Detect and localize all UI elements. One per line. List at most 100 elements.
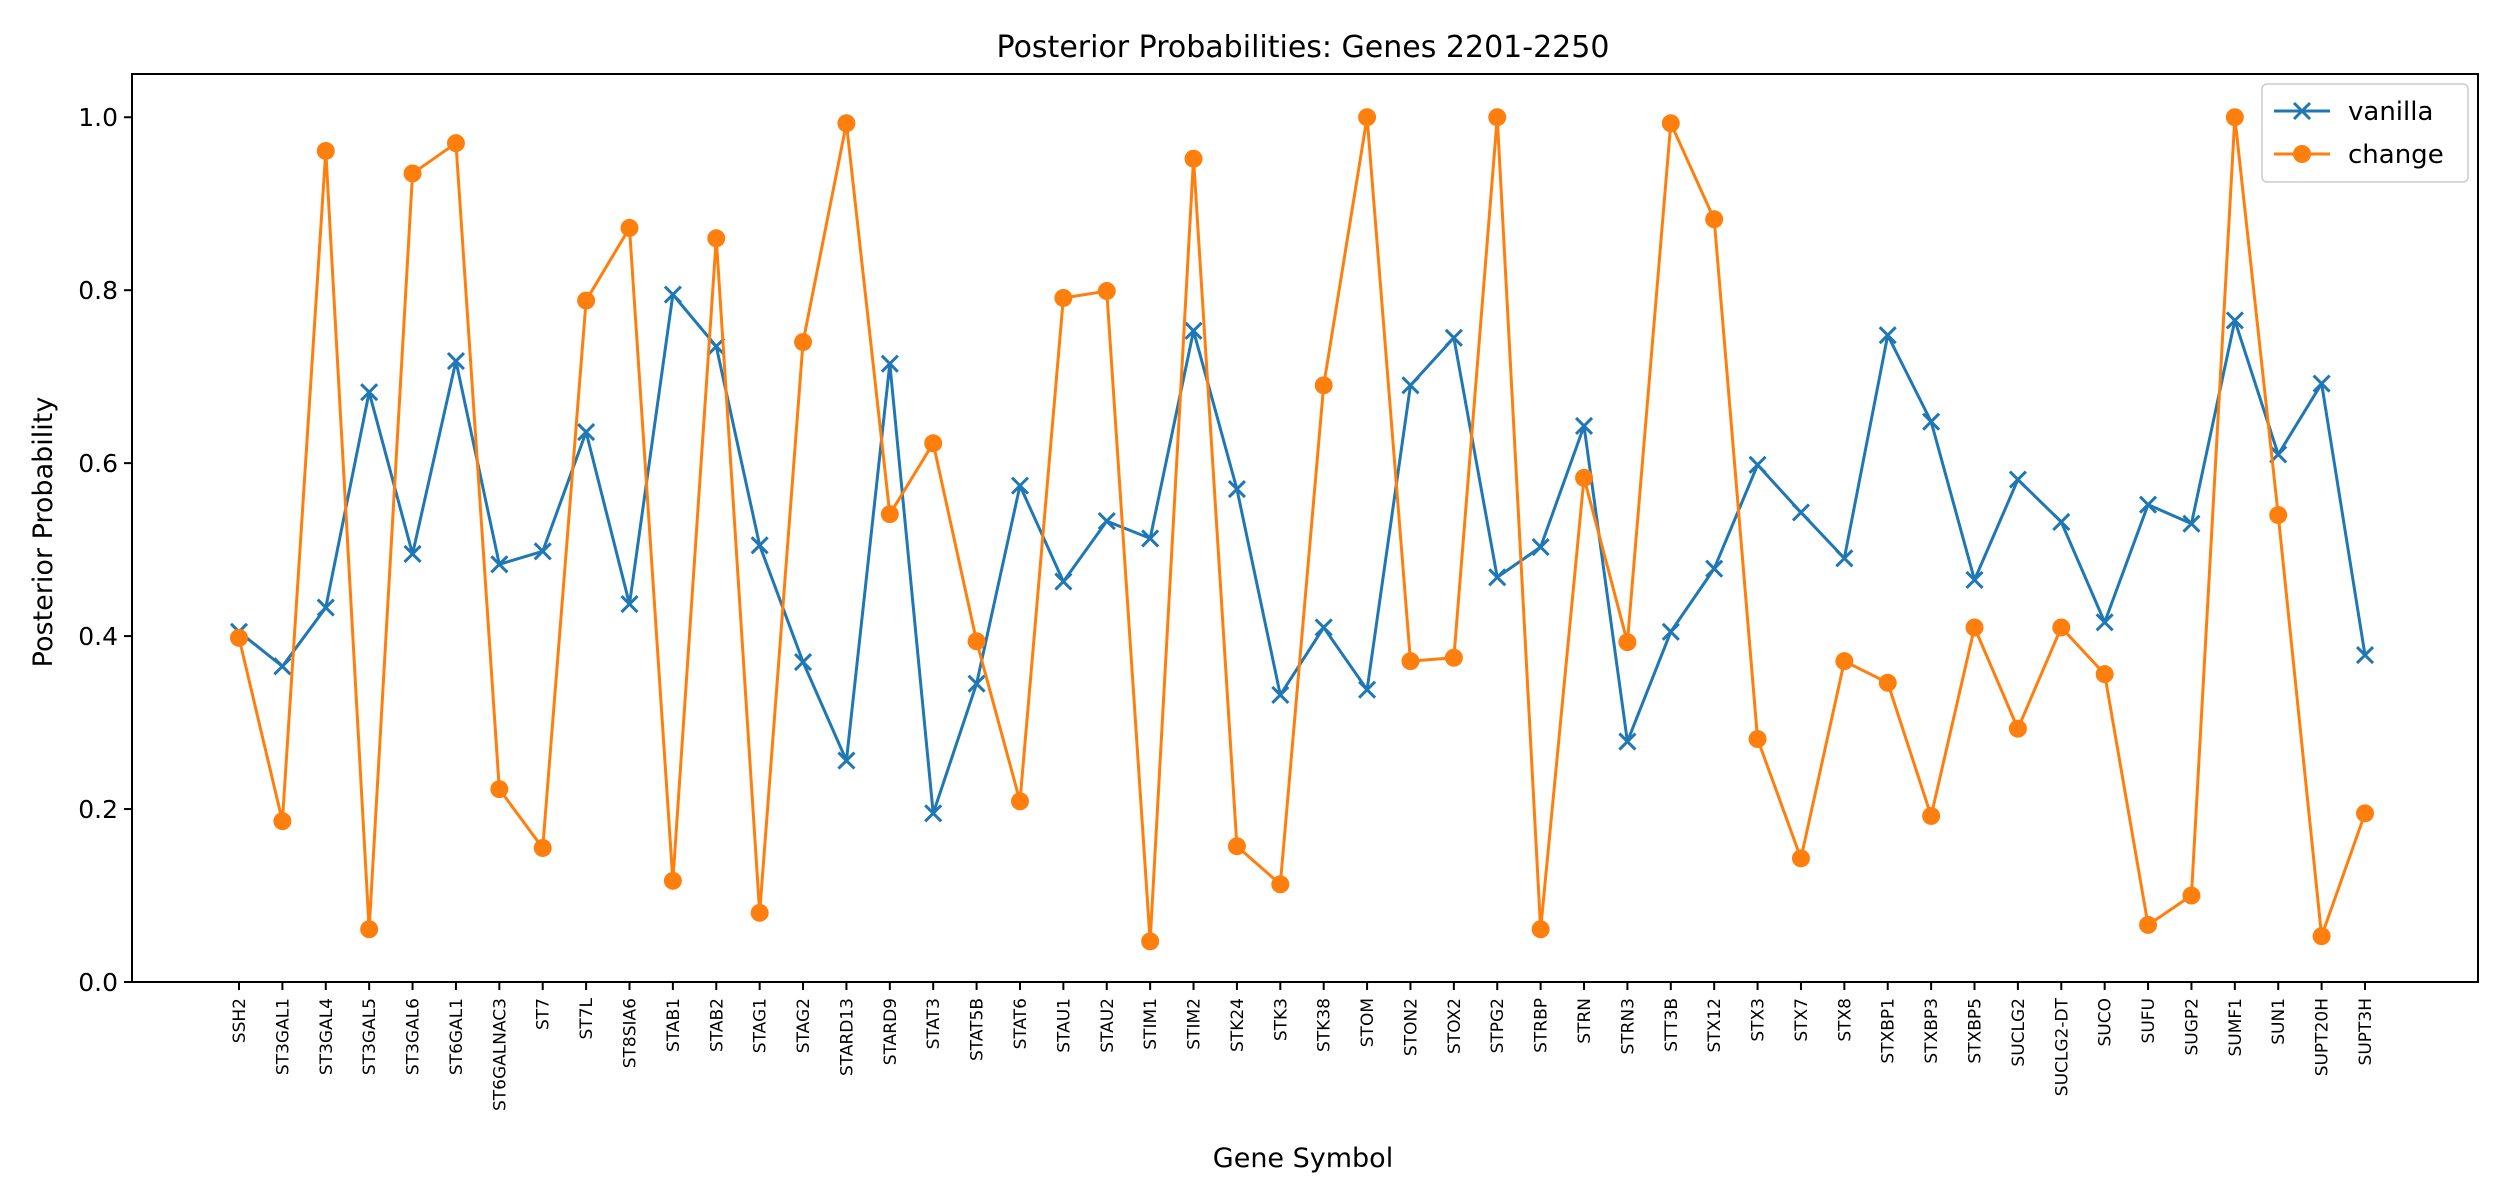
data-point-vanilla xyxy=(1401,376,1420,395)
data-point-vanilla xyxy=(1141,529,1160,548)
data-point-change xyxy=(577,291,596,310)
x-tick-label: STXBP1 xyxy=(1879,998,1899,1064)
x-tick-label: ST6GAL1 xyxy=(447,998,467,1075)
data-point-change xyxy=(2095,665,2114,684)
legend-label-vanilla: vanilla xyxy=(2348,97,2433,127)
data-point-change xyxy=(1661,114,1680,133)
legend-marker-vanilla xyxy=(2292,101,2312,121)
data-point-vanilla xyxy=(577,422,596,442)
x-tick-label: ST3GAL1 xyxy=(273,998,293,1075)
data-point-vanilla xyxy=(620,595,639,614)
data-point-vanilla xyxy=(1097,512,1116,531)
data-point-change xyxy=(1705,210,1724,229)
x-tick-label: STK24 xyxy=(1228,998,1248,1052)
x-tick-label: STAG2 xyxy=(794,998,814,1053)
data-point-change xyxy=(2139,915,2158,934)
y-tick-label: 0.8 xyxy=(78,276,118,305)
legend-label-change: change xyxy=(2348,140,2444,170)
x-tick-label: ST3GAL6 xyxy=(404,998,424,1075)
data-point-vanilla xyxy=(1444,328,1463,347)
x-tick-label: ST3GAL4 xyxy=(317,998,337,1075)
data-point-change xyxy=(1531,920,1550,939)
plot-area: 0.0 0.2 0.4 0.6 0.8 1.0 SSH2 ST3GAL1 ST3GAL4 ST3G… xyxy=(78,103,2376,1111)
data-point-change xyxy=(360,920,379,939)
x-tick-label: ST6GALNAC3 xyxy=(490,998,510,1111)
data-point-change xyxy=(2269,506,2288,525)
data-point-vanilla xyxy=(1878,326,1897,345)
x-tick-label: SUMF1 xyxy=(2226,998,2246,1057)
x-tick-label: STRN3 xyxy=(1618,998,1638,1055)
data-point-change xyxy=(924,434,943,453)
data-point-change xyxy=(1444,648,1463,667)
data-point-vanilla xyxy=(2225,311,2244,330)
data-point-change xyxy=(2356,804,2374,823)
x-tick-label: STAG1 xyxy=(751,998,771,1053)
series-line-vanilla xyxy=(238,293,2367,815)
chart-title: Posterior Probabilities: Genes 2201-2250 xyxy=(997,30,1610,65)
data-point-change xyxy=(1314,376,1333,395)
data-point-vanilla xyxy=(1358,680,1377,699)
data-point-vanilla xyxy=(750,536,769,555)
x-tick-label: STIM1 xyxy=(1141,998,1161,1050)
data-point-change xyxy=(1401,652,1420,671)
data-point-change xyxy=(1227,837,1246,856)
data-point-change xyxy=(1141,932,1160,951)
data-point-change xyxy=(490,780,509,799)
x-axis-label: Gene Symbol xyxy=(1213,1143,1393,1174)
data-point-change xyxy=(1791,849,1810,868)
data-point-change xyxy=(663,871,682,890)
x-tick-label: STX7 xyxy=(1792,998,1812,1042)
data-point-vanilla xyxy=(2355,646,2375,665)
data-point-change xyxy=(1488,108,1507,127)
data-point-vanilla xyxy=(1054,572,1073,591)
data-point-change xyxy=(794,333,813,352)
data-point-change xyxy=(533,838,552,857)
data-point-change xyxy=(1965,618,1984,637)
data-point-change xyxy=(2008,719,2027,738)
y-tick-label: 0.6 xyxy=(78,449,118,478)
x-tick-label: STIM2 xyxy=(1185,998,1205,1050)
data-point-vanilla xyxy=(1010,476,1030,495)
y-tick-label: 1.0 xyxy=(78,103,118,132)
legend-marker-change xyxy=(2293,145,2311,163)
x-tick-label: STON2 xyxy=(1401,998,1421,1056)
data-point-vanilla xyxy=(273,657,292,676)
data-point-vanilla xyxy=(1271,685,1290,704)
x-tick-label: STAU2 xyxy=(1098,998,1118,1053)
x-tick-label: ST7L xyxy=(577,997,597,1039)
data-point-vanilla xyxy=(1748,455,1767,474)
data-point-change xyxy=(1575,468,1594,487)
data-point-change xyxy=(620,218,639,237)
x-tick-label: STAT3 xyxy=(924,998,944,1049)
x-tick-label: STX8 xyxy=(1835,998,1855,1042)
data-point-change xyxy=(880,505,899,524)
data-point-vanilla xyxy=(2312,374,2331,393)
data-point-change xyxy=(403,164,422,183)
x-tick-label: STK3 xyxy=(1271,998,1291,1041)
data-point-vanilla xyxy=(446,352,465,371)
data-point-change xyxy=(967,632,986,651)
data-point-vanilla xyxy=(2052,512,2071,532)
x-tick-label: SUCLG2-DT xyxy=(2052,997,2072,1096)
x-tick-label: SUGP2 xyxy=(2182,998,2202,1055)
plot-frame xyxy=(131,73,2479,983)
data-point-vanilla xyxy=(1531,537,1550,557)
x-tick-label: STRBP xyxy=(1532,998,1552,1053)
data-point-change xyxy=(446,134,465,153)
data-point-vanilla xyxy=(793,652,813,672)
x-tick-label: ST3GAL5 xyxy=(360,998,380,1075)
data-point-change xyxy=(2052,618,2071,637)
x-tick-label: SUPT20H xyxy=(2313,998,2333,1076)
x-tick-label: STAT6 xyxy=(1011,998,1031,1049)
x-tick-label: SUFU xyxy=(2139,998,2159,1043)
data-point-vanilla xyxy=(1314,618,1333,637)
data-point-change xyxy=(1271,875,1290,894)
x-tick-label: STRN xyxy=(1575,998,1595,1044)
data-point-vanilla xyxy=(1791,503,1811,522)
data-point-vanilla xyxy=(2182,514,2201,533)
data-point-change xyxy=(273,812,292,831)
data-point-vanilla xyxy=(1661,622,1680,641)
data-point-change xyxy=(1835,652,1854,671)
data-point-change xyxy=(837,114,856,133)
